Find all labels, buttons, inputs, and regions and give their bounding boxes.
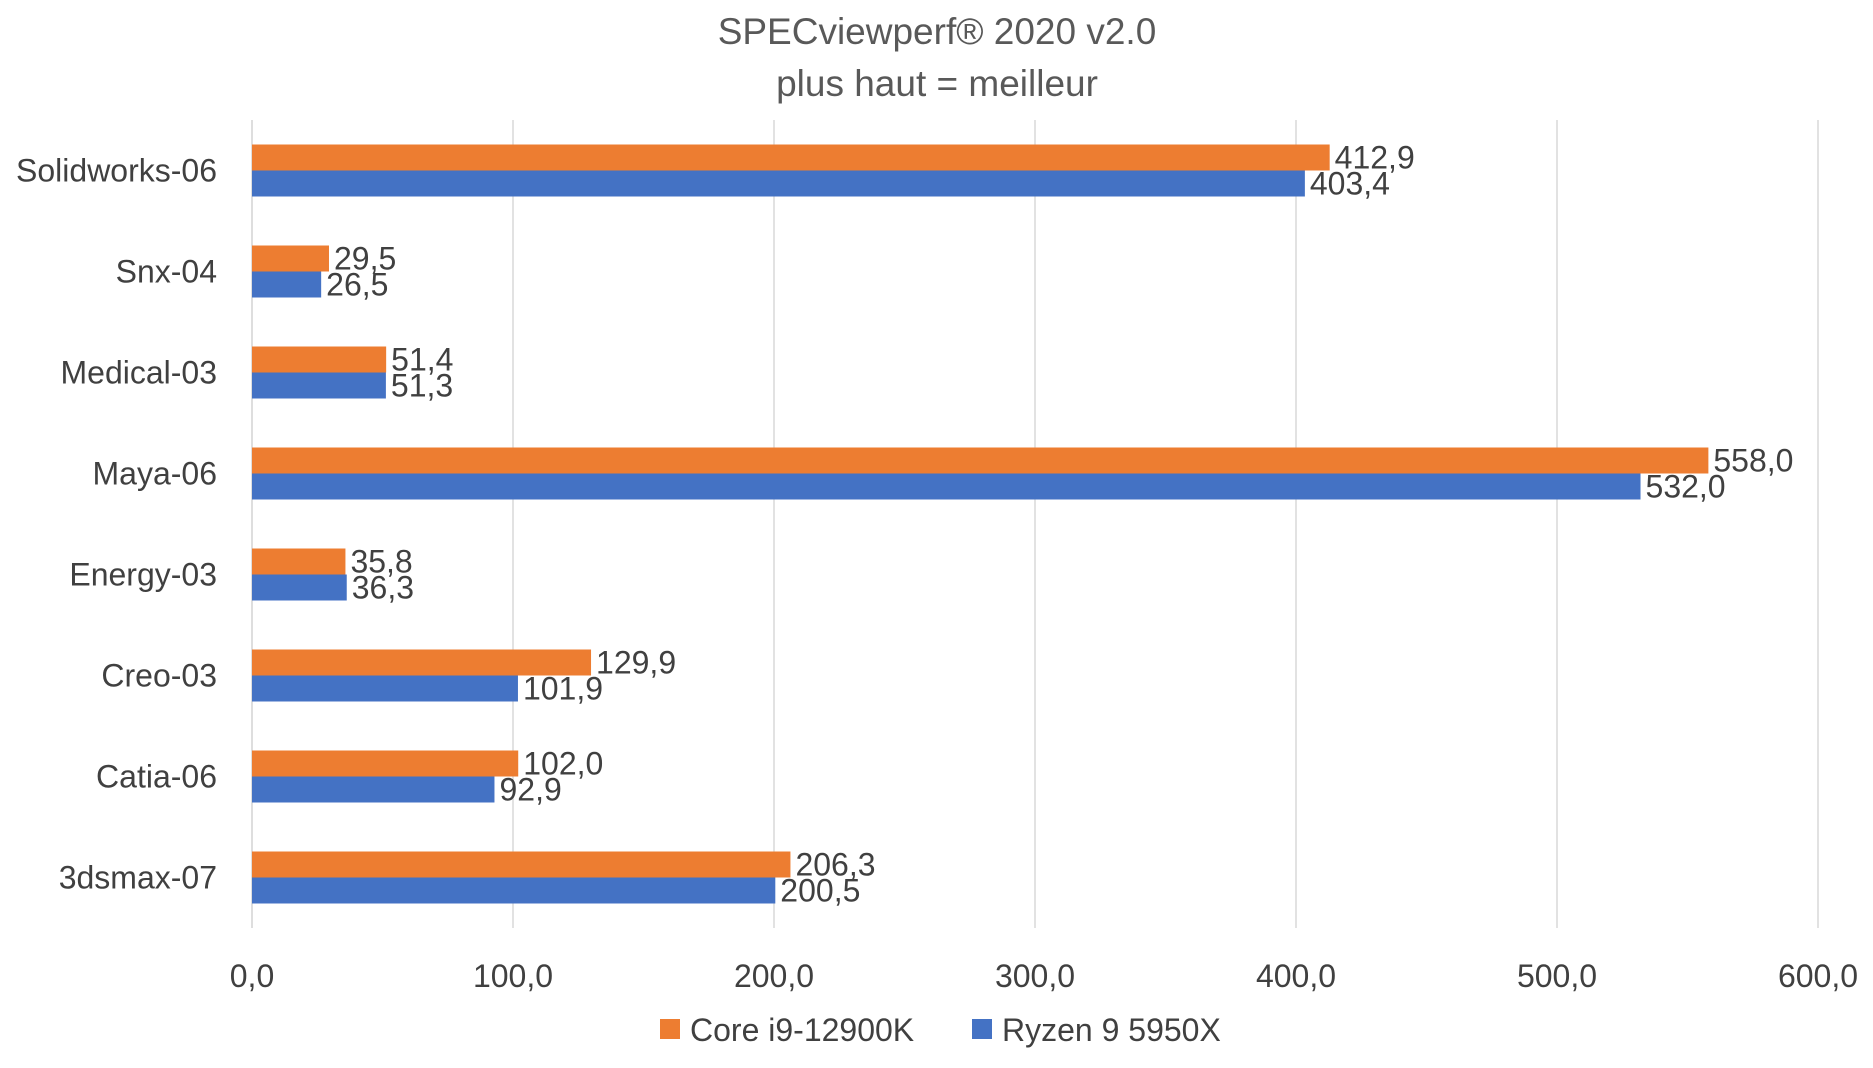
category-label: Energy-03 — [69, 557, 217, 593]
x-tick-label: 100,0 — [473, 958, 553, 994]
data-label: 92,9 — [499, 772, 561, 808]
category-labels: Solidworks-06 Snx-04 Medical-03 Maya-06 Ener… — [16, 153, 217, 896]
data-label: 51,4 — [391, 342, 453, 378]
legend: Core i9-12900K Ryzen 9 5950X — [660, 1012, 1221, 1048]
data-label: 412,9 — [1335, 140, 1415, 176]
bar — [252, 649, 592, 676]
bar — [252, 245, 329, 272]
data-label: 26,5 — [326, 267, 388, 303]
x-tick-label: 0,0 — [230, 958, 274, 994]
x-tick-label: 300,0 — [995, 958, 1075, 994]
category-label: 3dsmax-07 — [59, 860, 217, 896]
data-label: 35,8 — [350, 544, 412, 580]
bar — [252, 675, 518, 702]
bar — [252, 776, 495, 803]
chart-title: SPECviewperf® 2020 v2.0 — [718, 11, 1157, 52]
data-label: 36,3 — [352, 570, 414, 606]
data-label: 102,0 — [523, 746, 603, 782]
bar — [252, 877, 776, 904]
category-label: Catia-06 — [96, 759, 217, 795]
legend-label: Core i9-12900K — [690, 1012, 914, 1048]
data-label: 129,9 — [596, 645, 676, 681]
data-label: 29,5 — [334, 241, 396, 277]
bar — [252, 271, 322, 298]
bars — [252, 144, 1709, 904]
bar — [252, 473, 1641, 500]
legend-swatch — [972, 1019, 992, 1039]
bar — [252, 574, 347, 601]
category-label: Medical-03 — [60, 355, 217, 391]
category-label: Creo-03 — [101, 658, 217, 694]
data-label: 206,3 — [795, 847, 875, 883]
legend-label: Ryzen 9 5950X — [1002, 1012, 1221, 1048]
x-axis-tick-labels: 0,0 100,0 200,0 300,0 400,0 500,0 600,0 — [230, 958, 1858, 994]
category-label: Solidworks-06 — [16, 153, 217, 189]
x-tick-label: 500,0 — [1517, 958, 1597, 994]
data-label: 558,0 — [1713, 443, 1793, 479]
data-label: 51,3 — [391, 368, 453, 404]
bar — [252, 548, 346, 575]
bar — [252, 851, 791, 878]
bar — [252, 750, 519, 777]
chart-subtitle: plus haut = meilleur — [776, 63, 1098, 104]
x-tick-label: 400,0 — [1256, 958, 1336, 994]
category-label: Maya-06 — [93, 456, 218, 492]
bar — [252, 144, 1330, 171]
bar — [252, 372, 386, 399]
legend-swatch — [660, 1019, 680, 1039]
data-label: 532,0 — [1646, 469, 1726, 505]
data-label: 101,9 — [523, 671, 603, 707]
gridlines — [251, 120, 1819, 928]
data-label: 403,4 — [1310, 166, 1390, 202]
data-label: 200,5 — [780, 873, 860, 909]
bar — [252, 170, 1305, 197]
x-tick-label: 200,0 — [734, 958, 814, 994]
bar — [252, 346, 387, 373]
x-tick-label: 600,0 — [1778, 958, 1858, 994]
bar — [252, 447, 1709, 474]
category-label: Snx-04 — [116, 254, 217, 290]
